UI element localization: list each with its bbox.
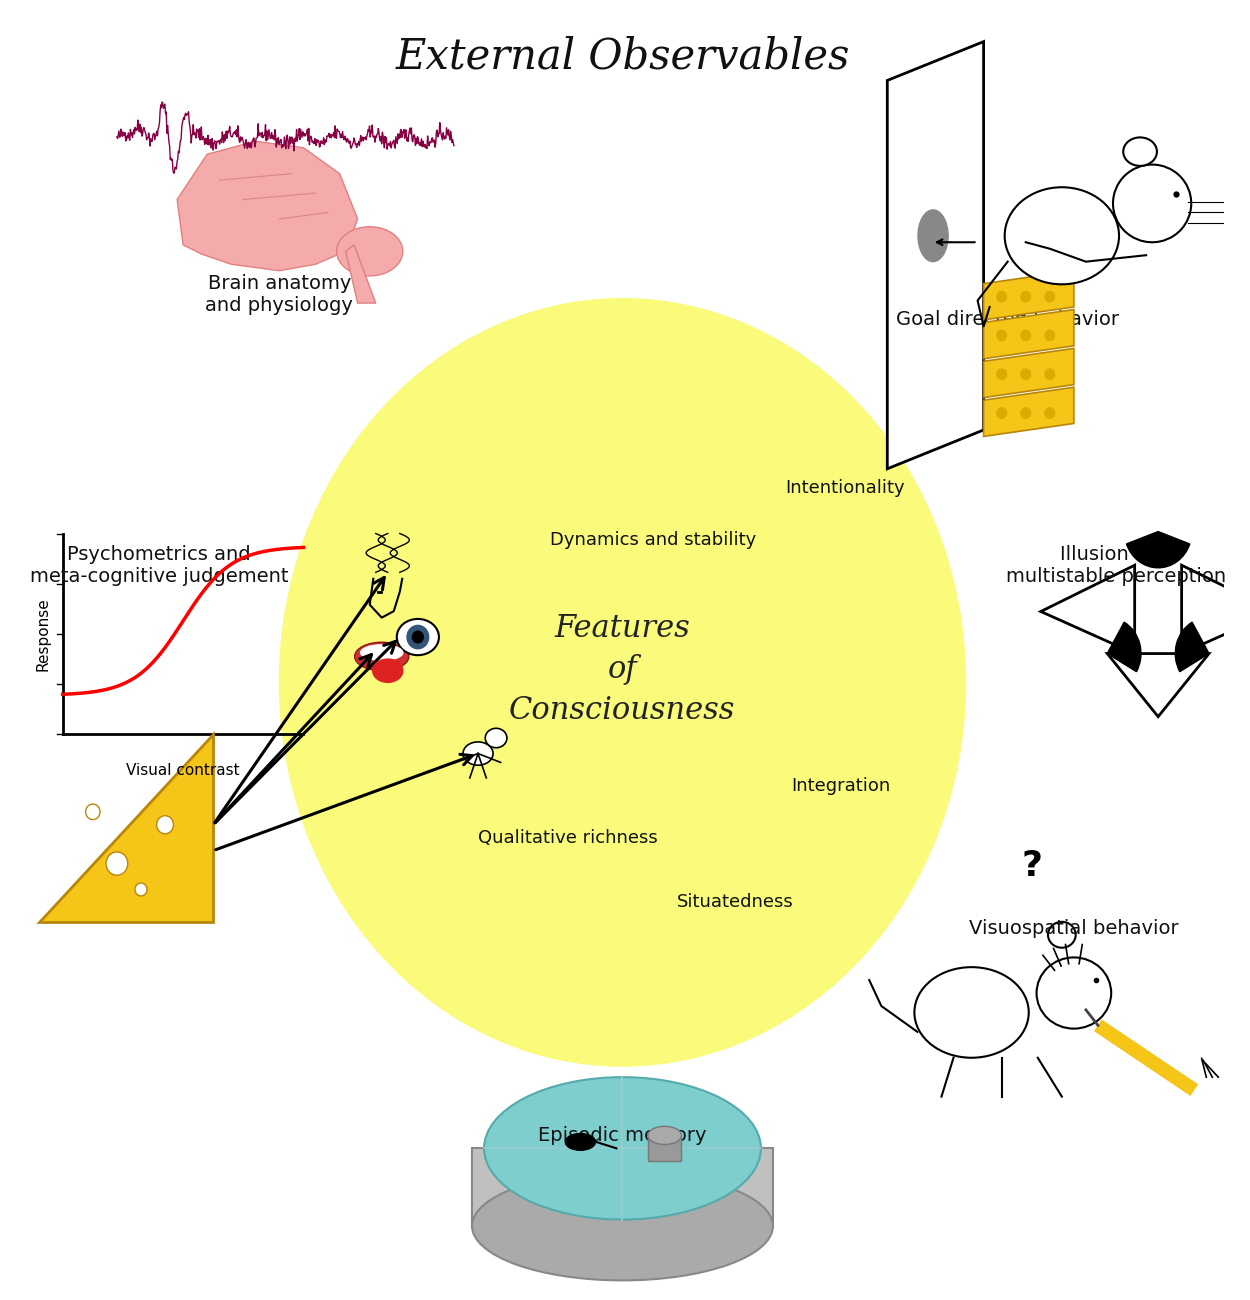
Ellipse shape — [996, 369, 1006, 380]
Ellipse shape — [372, 659, 402, 682]
Ellipse shape — [996, 291, 1006, 302]
Ellipse shape — [336, 226, 402, 276]
Ellipse shape — [1048, 922, 1076, 948]
Ellipse shape — [484, 1078, 761, 1219]
Polygon shape — [984, 348, 1074, 398]
Ellipse shape — [1045, 330, 1055, 341]
Ellipse shape — [1045, 369, 1055, 380]
Ellipse shape — [996, 408, 1006, 419]
Ellipse shape — [156, 815, 174, 833]
Wedge shape — [1126, 532, 1190, 568]
Wedge shape — [1175, 623, 1209, 672]
Ellipse shape — [462, 742, 492, 766]
Ellipse shape — [1005, 187, 1119, 285]
Text: ?: ? — [1021, 849, 1042, 883]
Polygon shape — [472, 1148, 772, 1226]
Text: Visual contrast: Visual contrast — [126, 763, 240, 777]
Ellipse shape — [1021, 330, 1030, 341]
Polygon shape — [648, 1135, 681, 1161]
Polygon shape — [984, 309, 1074, 359]
Ellipse shape — [915, 967, 1029, 1058]
Polygon shape — [39, 734, 214, 922]
Text: Brain anatomy
and physiology: Brain anatomy and physiology — [205, 273, 354, 315]
Text: Goal directed behavior: Goal directed behavior — [896, 311, 1119, 329]
Polygon shape — [177, 142, 358, 270]
Ellipse shape — [1021, 408, 1030, 419]
Polygon shape — [984, 387, 1074, 437]
Ellipse shape — [1124, 138, 1158, 166]
Text: Psychometrics and
meta-cognitive judgement: Psychometrics and meta-cognitive judgeme… — [30, 546, 289, 586]
Ellipse shape — [106, 852, 128, 875]
Text: External Observables: External Observables — [395, 35, 850, 77]
Polygon shape — [984, 270, 1074, 320]
Polygon shape — [346, 244, 376, 303]
Text: Situatedness: Situatedness — [676, 893, 794, 911]
Ellipse shape — [135, 883, 148, 896]
Ellipse shape — [485, 728, 508, 748]
Wedge shape — [1108, 623, 1141, 672]
Ellipse shape — [412, 632, 424, 644]
Text: Features
of
Consciousness: Features of Consciousness — [509, 614, 736, 725]
Ellipse shape — [996, 330, 1006, 341]
Polygon shape — [888, 42, 984, 469]
Ellipse shape — [396, 619, 439, 655]
Ellipse shape — [1036, 957, 1111, 1028]
Ellipse shape — [85, 803, 100, 819]
Ellipse shape — [1045, 291, 1055, 302]
Ellipse shape — [1021, 369, 1030, 380]
Text: Visuospatial behavior: Visuospatial behavior — [969, 919, 1179, 937]
Text: Integration: Integration — [791, 777, 890, 794]
Ellipse shape — [565, 1134, 595, 1150]
Text: Illusion and
multistable perception: Illusion and multistable perception — [1006, 546, 1226, 586]
Ellipse shape — [1045, 408, 1055, 419]
Text: Episodic memory: Episodic memory — [539, 1126, 706, 1145]
Ellipse shape — [280, 299, 965, 1066]
Ellipse shape — [1021, 291, 1030, 302]
Text: Response: Response — [36, 597, 51, 671]
Ellipse shape — [648, 1126, 681, 1144]
Text: Intentionality: Intentionality — [785, 480, 905, 497]
Text: Qualitative richness: Qualitative richness — [478, 828, 658, 846]
Ellipse shape — [1112, 165, 1191, 242]
Ellipse shape — [408, 625, 429, 649]
Ellipse shape — [361, 645, 403, 660]
Ellipse shape — [472, 1171, 772, 1280]
Ellipse shape — [355, 642, 409, 671]
Ellipse shape — [918, 209, 948, 261]
Text: Dynamics and stability: Dynamics and stability — [550, 530, 756, 549]
